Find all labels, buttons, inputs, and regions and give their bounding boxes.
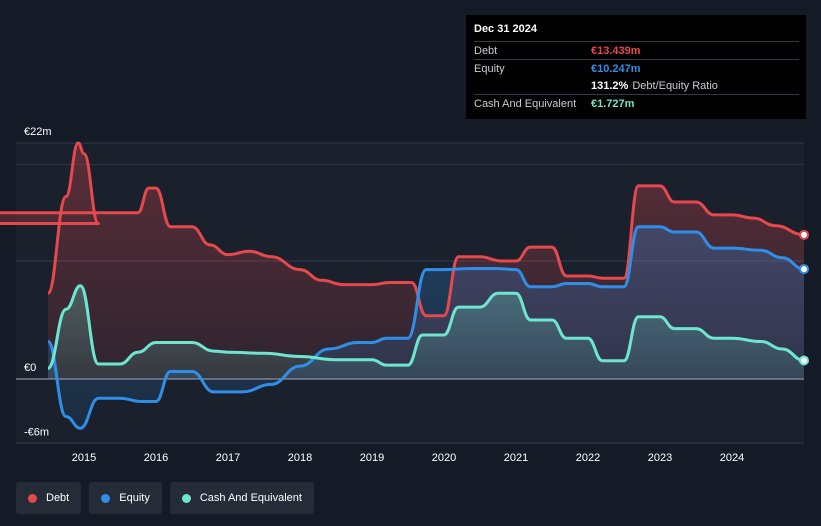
x-tick-label: 2020 — [432, 452, 456, 464]
legend-cash[interactable]: Cash And Equivalent — [169, 482, 314, 514]
y-tick-label: €0 — [24, 362, 36, 374]
debt-dot-icon — [28, 493, 37, 503]
equity-endpoint — [799, 264, 809, 275]
x-tick-label: 2019 — [360, 452, 384, 464]
legend-cash-label: Cash And Equivalent — [199, 492, 302, 504]
x-tick-label: 2018 — [288, 452, 312, 464]
tooltip-debt-row: Debt €13.439m — [474, 41, 799, 59]
debt-endpoint — [799, 229, 809, 240]
x-tick-label: 2016 — [144, 452, 168, 464]
tooltip-cash-value: €1.727m — [591, 97, 635, 110]
series-endpoints — [799, 229, 809, 366]
tooltip-debt-label: Debt — [474, 44, 498, 57]
cash-and-equivalent-endpoint — [799, 355, 809, 366]
x-axis-labels: 2015 2016 2017 2018 2019 2020 2021 2022 2023 2024 — [72, 452, 744, 464]
cash-dot-icon — [181, 493, 191, 503]
x-tick-label: 2015 — [72, 452, 96, 464]
legend-equity-label: Equity — [119, 492, 150, 504]
tooltip-ratio-value: 131.2% — [591, 79, 629, 92]
x-tick-label: 2024 — [720, 452, 744, 464]
series-lines — [0, 141, 805, 430]
cash-and-equivalent-line — [46, 284, 805, 370]
data-tooltip: Dec 31 2024 Debt €13.439m Equity €10.247… — [466, 15, 806, 119]
tooltip-cash-label: Cash And Equivalent — [474, 97, 577, 110]
tooltip-cash-row: Cash And Equivalent €1.727m — [474, 94, 799, 112]
x-tick-label: 2023 — [648, 452, 672, 464]
x-tick-label: 2021 — [504, 452, 528, 464]
debt-line — [0, 141, 805, 318]
y-axis-labels: €22m €0 -€6m — [24, 126, 52, 438]
legend-debt-label: Debt — [46, 492, 70, 504]
tooltip-debt-value: €13.439m — [591, 44, 641, 57]
tooltip-ratio-label: Debt/Equity Ratio — [632, 79, 718, 92]
tooltip-equity-label: Equity — [474, 62, 505, 75]
x-tick-label: 2017 — [216, 452, 240, 464]
tooltip-equity-value: €10.247m — [591, 62, 641, 75]
cash-and-equivalent-area — [48, 285, 804, 379]
legend-equity[interactable]: Equity — [89, 482, 162, 514]
equity-line — [46, 225, 805, 430]
series-areas — [0, 143, 804, 429]
tooltip-equity-row: Equity €10.247m — [474, 59, 799, 77]
y-tick-label: -€6m — [24, 426, 49, 438]
legend-debt[interactable]: Debt — [16, 482, 82, 514]
chart-legend: Debt Equity Cash And Equivalent — [16, 482, 314, 514]
tooltip-ratio-row: 131.2% Debt/Equity Ratio — [474, 77, 799, 94]
y-tick-label: €22m — [24, 126, 52, 138]
tooltip-date: Dec 31 2024 — [474, 23, 537, 35]
x-tick-label: 2022 — [576, 452, 600, 464]
equity-dot-icon — [101, 493, 111, 503]
